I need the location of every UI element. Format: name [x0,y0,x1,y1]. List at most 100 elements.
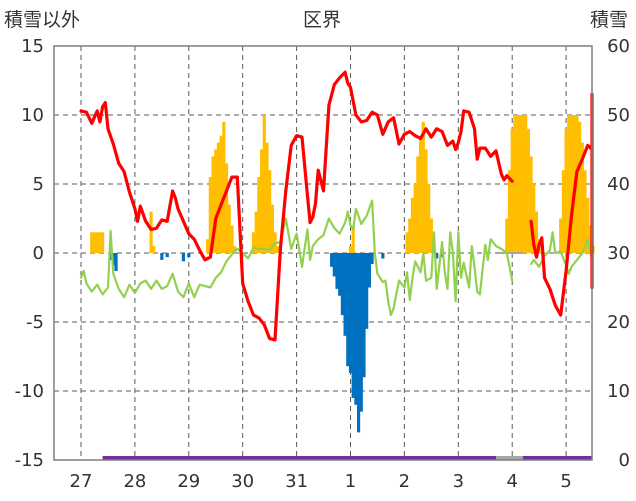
snow-depth-bar [222,121,226,254]
precipitation-bar [181,253,186,262]
snow-depth-bar [521,115,525,253]
snow-depth-bar [259,149,264,253]
precipitation-bar [440,253,444,258]
snow-depth-bar [227,204,231,253]
snow-depth-bar [513,115,517,253]
snow-depth-bar [216,142,221,253]
snow-depth-bar [206,239,210,253]
snow-depth-bar [567,115,571,253]
precipitation-bar [370,253,374,265]
snow-depth-bar [208,177,212,253]
precipitation-bar [354,253,358,405]
left-tick-label: -15 [15,450,44,471]
x-tick-label: 27 [70,471,93,492]
right-tick-label: 60 [607,36,630,57]
snow-depth-bar [418,135,423,253]
snow-depth-bar [268,170,272,253]
snow-depth-bar [348,246,353,253]
snow-depth-bar [408,218,412,253]
snow-depth-bar [534,211,539,253]
precipitation-bar [435,253,439,259]
precipitation-bar [381,253,385,259]
snow-depth-bar [262,115,266,253]
precipitation-bar [109,253,113,260]
left-tick-label: -5 [26,312,44,333]
right-axis-label: 積雪 [590,9,628,31]
left-tick-label: 15 [21,36,44,57]
snow-depth-bar [416,156,420,253]
right-tick-label: 0 [619,450,630,471]
snow-depth-bar [224,163,229,253]
x-tick-label: 1 [345,471,356,492]
snow-depth-bar [532,184,536,253]
right-tick-label: 20 [607,312,630,333]
x-tick-label: 30 [231,471,254,492]
chart-title: 区界 [303,9,341,31]
precipitation-bar [165,253,169,258]
snow-depth-bar [92,232,97,253]
x-tick-label: 3 [453,471,464,492]
snow-depth-bar [95,232,99,253]
x-tick-label: 31 [285,471,308,492]
snow-depth-bar [410,197,415,253]
left-tick-label: -10 [15,381,44,402]
precipitation-bars [109,253,444,433]
precipitation-bar [351,253,355,398]
x-tick-label: 2 [399,471,410,492]
left-tick-label: 0 [33,243,44,264]
precipitation-bar [346,253,350,367]
snow-depth-bar [564,128,568,253]
snow-depth-bar [429,218,433,253]
snow-depth-bar [577,121,582,254]
right-tick-label: 30 [607,243,630,264]
snow-depth-bar [257,177,261,253]
temperature-line [79,70,514,342]
snow-depth-bar [211,156,215,253]
snow-depth-bar [588,225,592,253]
right-tick-label: 50 [607,105,630,126]
x-axis-ticks: 27 28 29 30 31 1 2 3 4 5 [70,471,572,492]
precipitation-bar [343,253,347,336]
precipitation-bar [332,253,336,277]
x-tick-label: 29 [177,471,200,492]
precipitation-bar [338,253,342,296]
precipitation-bar [365,253,369,329]
snow-depth-bar [152,246,156,253]
snow-depth-bar [505,218,509,253]
snow-depth-bar [254,211,258,253]
snow-depth-bar [233,246,237,253]
x-tick-label: 5 [560,471,571,492]
snow-depth-bar [507,170,512,253]
snow-depth-bar [230,225,234,253]
right-axis-ticks: 60 50 40 30 20 10 0 [607,36,630,471]
snow-depth-bar [529,156,533,253]
precipitation-bar [348,253,353,374]
snow-depth-bar [149,211,153,253]
right-tick-label: 10 [607,381,630,402]
snow-depth-bar [90,232,94,253]
snow-depth-bar [427,184,431,253]
precipitation-bar [330,253,334,267]
precipitation-bar [187,253,191,258]
snow-depth-bar [510,128,514,253]
x-tick-label: 28 [123,471,146,492]
precipitation-bar [356,253,361,433]
snow-depth-bar [586,197,590,253]
precipitation-bar [335,253,339,289]
snow-depth-bar [98,232,102,253]
precipitation-bar [367,253,371,288]
snow-depth-bar [518,115,522,253]
snow-depth-bar [524,115,528,253]
baseline [102,252,592,460]
snow-depth-bar [424,149,428,253]
left-tick-label: 5 [33,174,44,195]
snow-depth-bar [515,115,520,253]
snow-depth-bar [580,142,584,253]
snow-depth-bar [100,232,105,253]
snow-depth-bar [270,204,274,253]
plot-frame [53,45,593,461]
left-tick-label: 10 [21,105,44,126]
left-axis-label: 積雪以外 [4,9,80,31]
precipitation-bar [362,253,366,378]
